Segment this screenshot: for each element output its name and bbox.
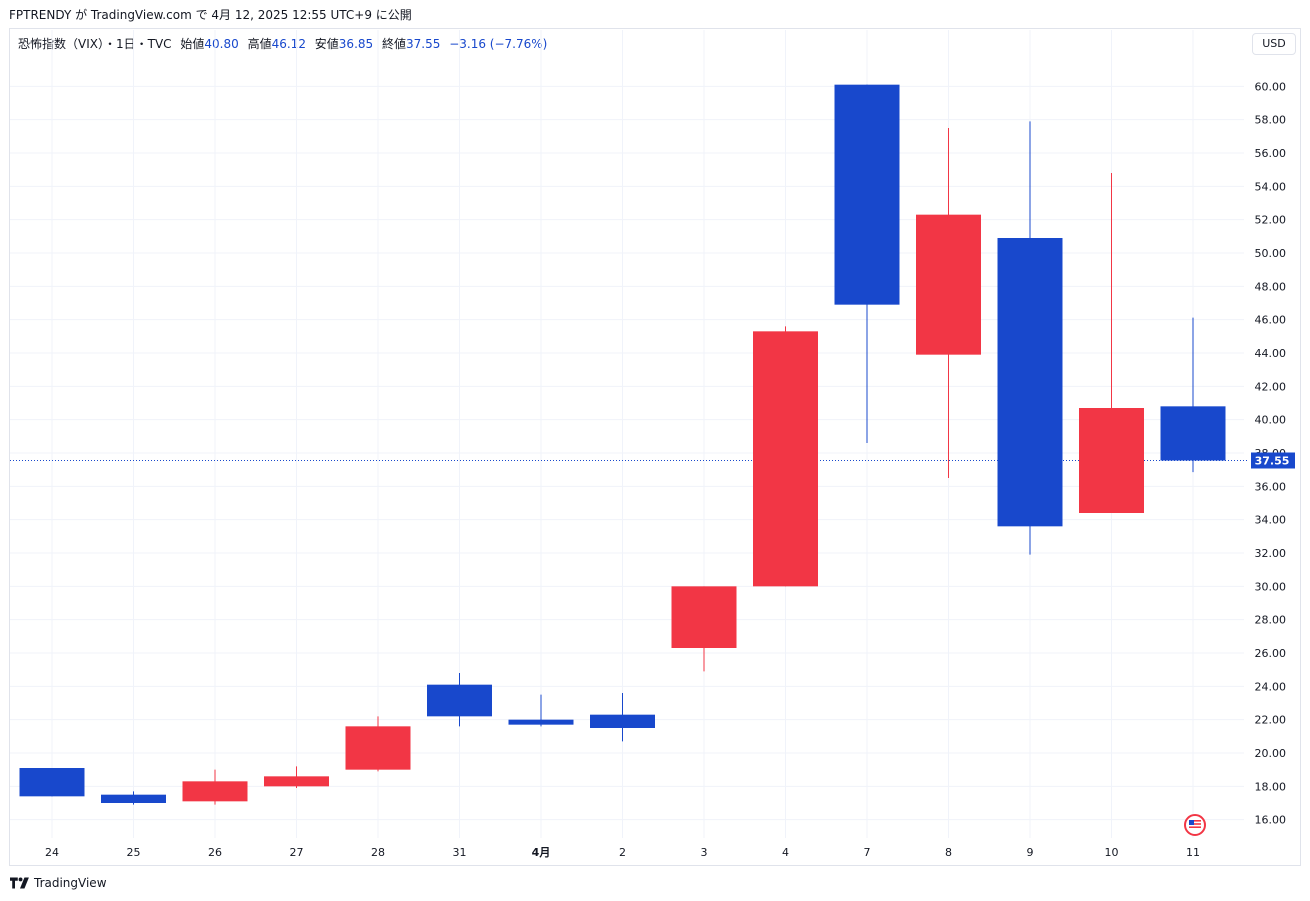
- candle-body: [19, 768, 85, 797]
- y-tick-label: 36.00: [1255, 480, 1287, 493]
- candle-body: [671, 586, 737, 648]
- y-tick-label: 54.00: [1255, 180, 1287, 193]
- candle-body: [264, 776, 329, 787]
- x-tick-label: 3: [701, 846, 708, 859]
- high-value: 46.12: [271, 37, 306, 51]
- candle-body: [997, 238, 1063, 527]
- candle-body: [182, 781, 248, 802]
- high-label: 高値: [247, 37, 272, 51]
- y-tick-label: 32.00: [1255, 547, 1287, 560]
- y-tick-label: 44.00: [1255, 347, 1287, 360]
- y-tick-label: 26.00: [1255, 647, 1287, 660]
- x-tick-label: 26: [208, 846, 222, 859]
- y-tick-label: 34.00: [1255, 514, 1287, 527]
- us-flag-icon[interactable]: [1184, 814, 1206, 836]
- x-tick-label: 25: [127, 846, 141, 859]
- y-tick-label: 46.00: [1255, 314, 1287, 327]
- candle-body: [508, 719, 574, 725]
- candle-body: [834, 84, 900, 305]
- candle-body: [753, 331, 818, 587]
- y-tick-label: 52.00: [1255, 214, 1287, 227]
- close-value: 37.55: [406, 37, 441, 51]
- y-tick-label: 60.00: [1255, 80, 1287, 93]
- x-tick-label: 28: [371, 846, 385, 859]
- interval-exchange: ・1日・TVC: [103, 37, 172, 51]
- x-tick-label: 27: [290, 846, 304, 859]
- y-tick-label: 16.00: [1255, 814, 1287, 827]
- symbol-name[interactable]: 恐怖指数（VIX）: [18, 37, 104, 51]
- y-tick-label: 22.00: [1255, 714, 1287, 727]
- y-tick-label: 28.00: [1255, 614, 1287, 627]
- close-label: 終値: [381, 37, 406, 51]
- x-tick-label: 11: [1186, 846, 1200, 859]
- change-value: −3.16 (−7.76%): [449, 37, 548, 51]
- open-label: 始値: [180, 37, 205, 51]
- x-tick-label: 4月: [532, 846, 551, 859]
- footer-branding: TradingView: [10, 876, 107, 890]
- x-tick-label: 2: [619, 846, 626, 859]
- candle-body: [345, 726, 411, 770]
- candle-body: [1160, 406, 1226, 461]
- y-tick-label: 18.00: [1255, 780, 1287, 793]
- x-tick-label: 24: [45, 846, 59, 859]
- footer-brand[interactable]: TradingView: [34, 876, 107, 890]
- y-tick-label: 42.00: [1255, 380, 1287, 393]
- y-tick-label: 56.00: [1255, 147, 1287, 160]
- y-tick-label: 20.00: [1255, 747, 1287, 760]
- x-tick-label: 9: [1027, 846, 1034, 859]
- last-price-label: 37.55: [1255, 455, 1290, 468]
- low-value: 36.85: [338, 37, 374, 51]
- x-tick-label: 4: [782, 846, 789, 859]
- y-tick-label: 50.00: [1255, 247, 1287, 260]
- y-tick-label: 48.00: [1255, 280, 1287, 293]
- candle-body: [427, 684, 492, 717]
- y-tick-label: 58.00: [1255, 114, 1287, 127]
- y-tick-label: 24.00: [1255, 680, 1287, 693]
- candle-body: [101, 794, 166, 803]
- tradingview-logo-icon: [10, 877, 29, 889]
- candle-body: [590, 714, 655, 728]
- publish-info: FPTRENDY が TradingView.com で 4月 12, 2025…: [9, 8, 412, 22]
- x-tick-label: 10: [1105, 846, 1119, 859]
- x-tick-label: 31: [453, 846, 467, 859]
- symbol-legend: 恐怖指数（VIX）・1日・TVC 始値40.80 高値46.12 安値36.85…: [18, 35, 547, 52]
- low-label: 安値: [314, 37, 339, 51]
- x-tick-label: 7: [864, 846, 871, 859]
- candle-body: [1079, 408, 1144, 513]
- open-value: 40.80: [204, 37, 239, 51]
- candle-body: [916, 214, 981, 355]
- y-tick-label: 40.00: [1255, 414, 1287, 427]
- y-tick-label: 30.00: [1255, 580, 1287, 593]
- currency-button[interactable]: USD: [1252, 33, 1296, 55]
- last-price-badge: [1251, 452, 1295, 469]
- chart-frame: [9, 28, 1301, 866]
- x-tick-label: 8: [945, 846, 952, 859]
